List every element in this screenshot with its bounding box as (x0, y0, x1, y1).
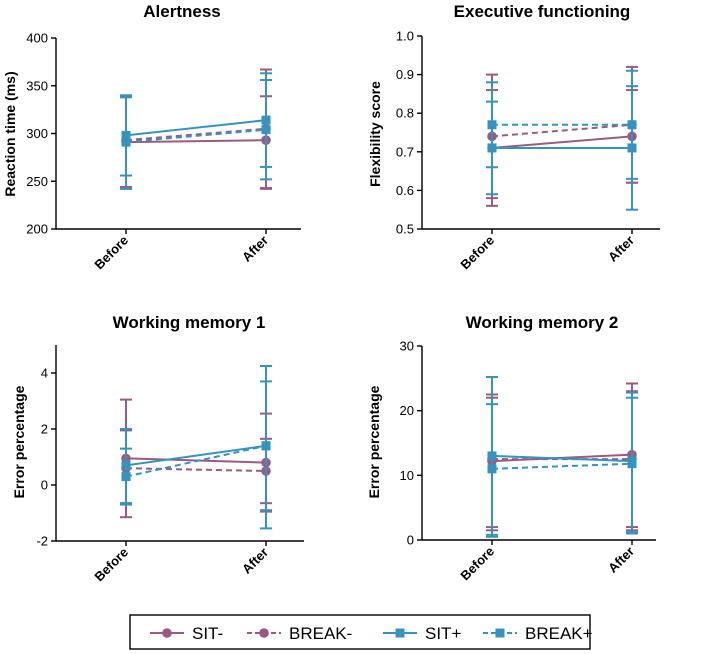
series-line (125, 119, 267, 137)
x-tick-label: Before (91, 545, 131, 585)
series-break-plus (120, 380, 272, 512)
series-break-minus (486, 65, 638, 200)
legend-items: SIT- BREAK- SIT+ BREAK+ (150, 624, 593, 643)
x-tick-label: After (605, 233, 637, 265)
series-sit-minus (486, 382, 638, 529)
legend-box (129, 614, 591, 650)
y-tick-label: 0.8 (396, 106, 414, 121)
y-tick-label: 0.6 (396, 183, 414, 198)
series-sit-plus (120, 72, 272, 177)
data-point (487, 464, 497, 474)
panel-title: Alertness (143, 2, 220, 21)
x-tick-label: Before (457, 544, 497, 584)
y-tick-label: 0 (41, 478, 48, 493)
panel-alertness: Alertness Reaction time (ms) 200 250 300 35… (2, 2, 301, 272)
panel-title: Working memory 1 (113, 313, 266, 332)
plot-area: -2 0 2 4 Before After (36, 345, 304, 584)
y-axis-label: Flexibility score (367, 81, 383, 187)
series-line (491, 123, 633, 138)
panel-working-memory-1: Working memory 1 Error percentage -2 0 2 4 B… (11, 313, 304, 584)
series-sit-minus (120, 95, 272, 189)
y-axis-label: Error percentage (11, 385, 27, 498)
series-line (491, 462, 633, 470)
series-sit-minus (120, 398, 272, 519)
series-break-plus (486, 69, 638, 180)
data-point (261, 125, 271, 135)
data-point (121, 137, 131, 147)
x-tick-label: Before (457, 233, 497, 273)
data-point (487, 120, 497, 130)
y-tick-label: 0 (407, 533, 414, 548)
series-line (491, 135, 633, 149)
y-tick-label: 200 (26, 222, 48, 237)
panel-title: Executive functioning (454, 2, 631, 21)
series-break-minus (120, 68, 272, 190)
series-line (125, 444, 267, 478)
data-point (121, 472, 131, 482)
plot-area: 0.5 0.6 0.7 0.8 0.9 1.0 Before After (396, 29, 660, 273)
data-point (261, 441, 271, 451)
legend-item: BREAK- (247, 624, 352, 643)
plot-area: 0 10 20 30 Before After (400, 339, 656, 584)
series-sit-plus (120, 365, 272, 530)
y-axis-label: Error percentage (366, 385, 382, 498)
y-tick-label: 2 (41, 422, 48, 437)
data-point (627, 120, 637, 130)
x-tick-label: After (239, 545, 271, 577)
panel-title: Working memory 2 (466, 313, 619, 332)
y-tick-label: -2 (36, 534, 48, 549)
legend-label: SIT+ (425, 624, 461, 643)
legend-label: SIT- (192, 624, 223, 643)
y-tick-label: 20 (400, 403, 414, 418)
y-tick-label: 250 (26, 174, 48, 189)
series-line (125, 127, 267, 142)
y-tick-label: 0.5 (396, 222, 414, 237)
legend-item: SIT- (150, 624, 223, 643)
series-line (125, 128, 267, 144)
series-sit-plus (486, 85, 638, 211)
legend-marker (395, 628, 405, 638)
series-break-plus (486, 396, 638, 538)
y-tick-label: 400 (26, 31, 48, 46)
panel-executive-functioning: Executive functioning Flexibility score … (367, 2, 660, 272)
legend-label: BREAK- (289, 624, 352, 643)
series-break-minus (120, 429, 272, 505)
legend: SIT- BREAK- SIT+ BREAK+ (129, 614, 593, 650)
y-tick-label: 350 (26, 78, 48, 93)
plot-area: 200 250 300 350 400 Before After (26, 31, 301, 273)
legend-marker (259, 628, 269, 638)
legend-label: BREAK+ (525, 624, 593, 643)
y-tick-label: 10 (400, 468, 414, 483)
series-line (125, 444, 267, 467)
x-tick-label: After (239, 233, 271, 265)
series-line (491, 454, 633, 463)
x-tick-label: After (605, 544, 637, 576)
legend-item: SIT+ (383, 624, 461, 643)
y-tick-label: 4 (41, 366, 48, 381)
x-tick-label: Before (91, 233, 131, 273)
panel-working-memory-2: Working memory 2 Error percentage 0 10 20 3… (366, 313, 656, 583)
data-point (627, 459, 637, 469)
legend-item: BREAK+ (483, 624, 593, 643)
y-tick-label: 300 (26, 126, 48, 141)
y-tick-label: 1.0 (396, 29, 414, 44)
series-break-plus (120, 79, 272, 190)
legend-marker (495, 628, 505, 638)
y-tick-label: 0.7 (396, 144, 414, 159)
legend-marker (162, 628, 172, 638)
y-tick-label: 0.9 (396, 67, 414, 82)
series-line (125, 139, 267, 144)
y-tick-label: 30 (400, 339, 414, 354)
series-line (125, 467, 267, 472)
y-axis-label: Reaction time (ms) (2, 71, 18, 196)
